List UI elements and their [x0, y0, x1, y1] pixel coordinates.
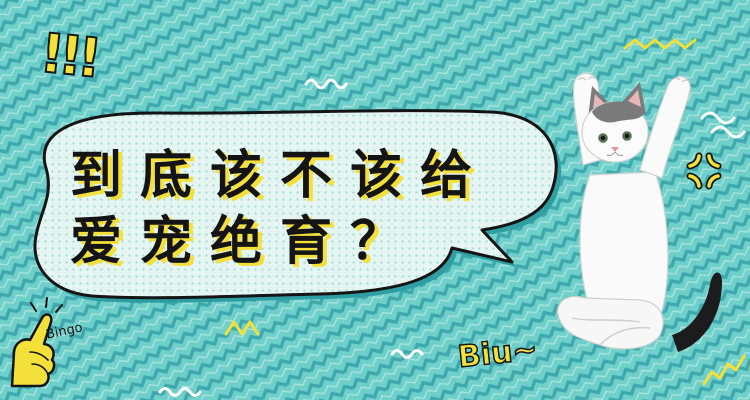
- pointing-hand-icon: [10, 297, 63, 388]
- cat-tail: [672, 272, 722, 352]
- hand-ray-3: [55, 304, 63, 313]
- anger-mark-fill: [688, 154, 720, 188]
- cat-left-ear-inner: [593, 94, 604, 108]
- cat-body: [579, 171, 669, 319]
- hand-rays: [30, 297, 63, 313]
- zigzag-center: [224, 320, 260, 336]
- cat-right-ear-inner: [628, 90, 641, 107]
- zigzag-top-right: [623, 38, 697, 50]
- squiggle-bottom: [158, 387, 202, 397]
- anger-arc-tr-fill: [707, 154, 720, 168]
- cat-illustration: [557, 72, 722, 352]
- hand-ray-1: [30, 302, 37, 312]
- hand-finger-lines: [29, 351, 49, 375]
- anger-mark-icon: [686, 152, 722, 190]
- squiggle-top: [304, 78, 348, 90]
- zigzag-bottom-right: [702, 354, 746, 386]
- cat-right-pupil: [624, 133, 630, 139]
- anger-arc-bl-fill: [688, 174, 701, 188]
- cat-paw-toes: [577, 76, 691, 83]
- squiggle-right-2: [710, 125, 746, 139]
- speech-bubble: [33, 109, 562, 303]
- cat-head-patch: [592, 101, 645, 123]
- cat-right-arm: [639, 76, 691, 179]
- yellow-zigzags: [224, 38, 746, 386]
- cat-leg-shading: [571, 317, 651, 346]
- headline-line-1: 到底该不该给: [70, 146, 491, 206]
- anger-arc-br-fill: [707, 174, 720, 188]
- cat-mouth: [606, 151, 624, 157]
- speech-bubble-outline: [33, 109, 558, 300]
- squiggle-center: [390, 349, 424, 359]
- exclamation-doodle: !!!: [36, 20, 100, 90]
- cat-hind-legs: [557, 296, 664, 350]
- anger-arc-tl-fill: [688, 154, 701, 168]
- cat-nose: [611, 147, 619, 152]
- hand-ray-2: [45, 297, 48, 308]
- white-squiggles: [158, 78, 746, 397]
- headline-line-2: 爱宠绝育？: [70, 212, 421, 272]
- squiggle-right-1: [700, 111, 736, 125]
- cat-left-pupil: [600, 135, 606, 141]
